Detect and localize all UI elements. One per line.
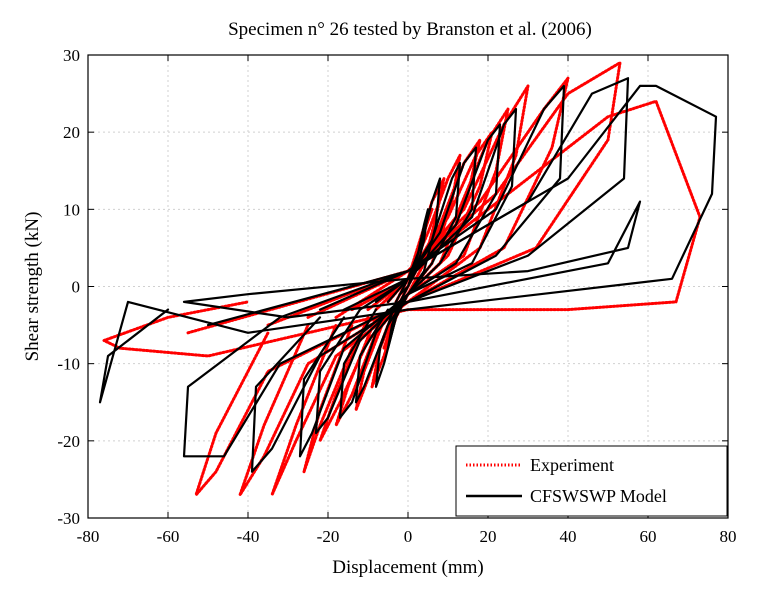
chart-title: Specimen n° 26 tested by Branston et al.… bbox=[228, 19, 592, 40]
tick-layer: -80 -60 -40 -20 0 20 40 60 80 -30 -20 -10 0 10 20 30 bbox=[57, 46, 736, 546]
x-tick-label: 20 bbox=[480, 527, 497, 546]
x-tick-label: -20 bbox=[317, 527, 340, 546]
experiment-loop bbox=[318, 130, 494, 443]
model-loop bbox=[314, 123, 502, 435]
y-tick-label: 30 bbox=[63, 46, 80, 65]
y-tick-label: 10 bbox=[63, 200, 80, 219]
y-tick-label: -30 bbox=[57, 509, 80, 528]
x-tick-label: 80 bbox=[720, 527, 737, 546]
x-tick-label: -40 bbox=[237, 527, 260, 546]
y-tick-label: -20 bbox=[57, 432, 80, 451]
legend-label-model: CFSWSWP Model bbox=[530, 486, 667, 506]
x-tick-label: 60 bbox=[640, 527, 657, 546]
model-loop bbox=[354, 161, 462, 404]
series-model bbox=[98, 77, 718, 473]
model-loop bbox=[374, 177, 442, 388]
model-loop bbox=[338, 146, 478, 419]
legend-label-experiment: Experiment bbox=[530, 455, 614, 475]
data-layer bbox=[98, 61, 718, 497]
x-axis-label: Displacement (mm) bbox=[332, 557, 483, 578]
experiment-loop bbox=[102, 99, 702, 358]
y-tick-label: 0 bbox=[72, 278, 81, 297]
model-loop bbox=[250, 84, 566, 473]
model-loop bbox=[298, 107, 518, 458]
y-tick-label: -10 bbox=[57, 355, 80, 374]
x-tick-label: -80 bbox=[77, 527, 100, 546]
model-loop bbox=[98, 84, 718, 404]
x-tick-label: 40 bbox=[560, 527, 577, 546]
y-axis-label: Shear strength (kN) bbox=[22, 212, 43, 362]
x-tick-label: -60 bbox=[157, 527, 180, 546]
y-tick-label: 20 bbox=[63, 123, 80, 142]
legend-box bbox=[455, 445, 728, 517]
legend: Experiment CFSWSWP Model bbox=[455, 445, 728, 517]
experiment-loop bbox=[238, 76, 570, 497]
x-tick-label: 0 bbox=[404, 527, 413, 546]
model-loop bbox=[182, 200, 642, 319]
